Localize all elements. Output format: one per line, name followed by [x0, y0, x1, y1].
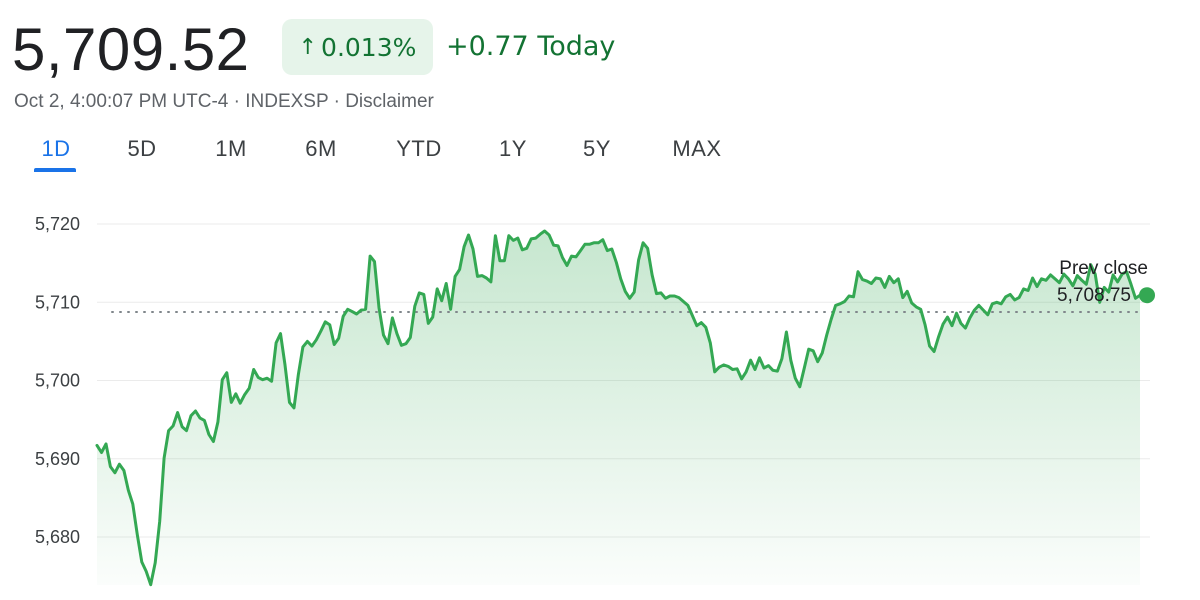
quote-meta: Oct 2, 4:00:07 PM UTC-4 · INDEXSP · Disc… — [14, 91, 434, 112]
tab-6m[interactable]: 6M — [305, 136, 337, 161]
index-price: 5,709.52 — [12, 16, 250, 83]
prev-close-value: 5,708.75 — [1057, 285, 1131, 306]
prev-close-label: Prev close — [1059, 258, 1148, 279]
tab-max[interactable]: MAX — [672, 136, 722, 161]
change-percent-value: 0.013% — [321, 32, 417, 62]
y-tick-label: 5,720 — [35, 214, 80, 234]
change-today: +0.77 Today — [446, 31, 616, 62]
tab-1y[interactable]: 1Y — [499, 136, 527, 161]
price-area — [97, 231, 1140, 585]
change-percent-badge: ↑ 0.013% — [282, 19, 433, 75]
tab-5d[interactable]: 5D — [127, 136, 157, 161]
current-price-dot — [1139, 287, 1155, 304]
tab-5y[interactable]: 5Y — [583, 136, 611, 161]
tab-1d[interactable]: 1D — [41, 136, 71, 161]
arrow-up-icon: ↑ — [298, 34, 318, 60]
y-axis-labels: 5,720 5,710 5,700 5,690 5,680 — [35, 214, 80, 547]
price-line — [95, 229, 1142, 587]
tab-ytd[interactable]: YTD — [396, 136, 442, 161]
price-chart[interactable]: 5,720 5,710 5,700 5,690 5,680 Prev close 5,7… — [0, 200, 1200, 600]
y-tick-label: 5,680 — [35, 527, 80, 547]
y-tick-label: 5,710 — [35, 292, 80, 312]
tab-1m[interactable]: 1M — [215, 136, 247, 161]
y-tick-label: 5,690 — [35, 449, 80, 469]
y-tick-label: 5,700 — [35, 371, 80, 391]
active-tab-indicator — [34, 168, 76, 172]
